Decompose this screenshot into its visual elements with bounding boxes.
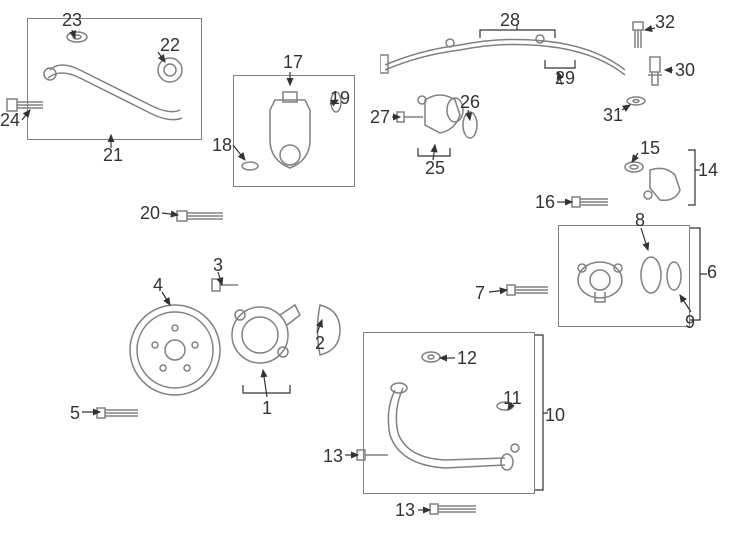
part-thermostat-6 [570, 250, 630, 310]
label-16: 16 [535, 192, 555, 213]
label-15: 15 [640, 138, 660, 159]
label-27: 27 [370, 107, 390, 128]
part-bolt-13b [428, 502, 478, 516]
label-28: 28 [500, 10, 520, 31]
label-7: 7 [475, 283, 485, 304]
label-2: 2 [315, 333, 325, 354]
label-4: 4 [153, 275, 163, 296]
label-23: 23 [62, 10, 82, 31]
label-22: 22 [160, 35, 180, 56]
label-31: 31 [603, 105, 623, 126]
label-32: 32 [655, 12, 675, 33]
label-9: 9 [685, 312, 695, 333]
part-bolt-13a [355, 448, 390, 462]
part-sensor-30 [640, 55, 670, 90]
part-bushing-22 [155, 55, 185, 85]
part-bolt-27 [395, 110, 425, 124]
part-oring-18 [240, 160, 260, 172]
label-29: 29 [555, 68, 575, 89]
part-pulley-4 [125, 300, 225, 400]
part-bolt-7 [505, 283, 550, 297]
label-26: 26 [460, 92, 480, 113]
label-20: 20 [140, 203, 160, 224]
part-bolt-3 [210, 275, 240, 295]
part-washer-23 [65, 30, 89, 44]
label-3: 3 [213, 255, 223, 276]
label-10: 10 [545, 405, 565, 426]
part-gasket-26 [460, 110, 480, 140]
label-21: 21 [103, 145, 123, 166]
part-pipe-14 [640, 160, 690, 210]
part-oring-12 [420, 350, 442, 364]
label-14: 14 [698, 160, 718, 181]
label-18: 18 [212, 135, 232, 156]
label-6: 6 [707, 262, 717, 283]
part-housing-17 [255, 90, 325, 175]
label-19: 19 [330, 88, 350, 109]
label-5: 5 [70, 403, 80, 424]
part-oring-9 [665, 260, 683, 292]
part-bolt-32 [625, 20, 651, 50]
part-oring-8 [638, 255, 664, 295]
part-bolt-5 [95, 405, 140, 421]
label-24: 24 [0, 110, 20, 131]
label-12: 12 [457, 348, 477, 369]
part-bolt-16 [570, 195, 610, 209]
part-waterpump-1 [225, 290, 305, 370]
part-washer-31 [625, 95, 647, 107]
label-1: 1 [262, 398, 272, 419]
label-13b: 13 [395, 500, 415, 521]
label-17: 17 [283, 52, 303, 73]
label-25: 25 [425, 158, 445, 179]
part-bolt-20 [175, 208, 225, 224]
part-pipe-10 [375, 370, 525, 480]
part-oring-15 [623, 160, 645, 174]
label-30: 30 [675, 60, 695, 81]
label-8: 8 [635, 210, 645, 231]
label-13a: 13 [323, 446, 343, 467]
label-11: 11 [503, 388, 522, 409]
